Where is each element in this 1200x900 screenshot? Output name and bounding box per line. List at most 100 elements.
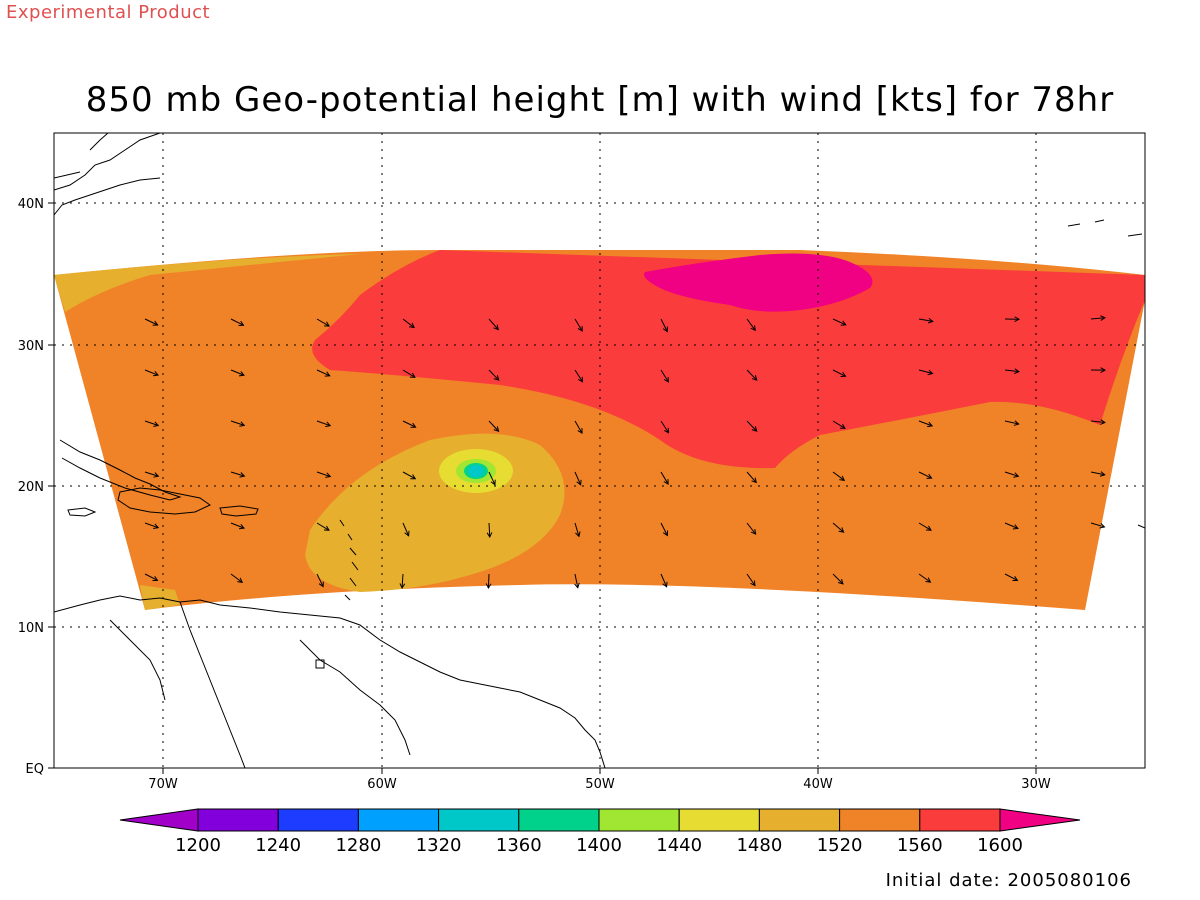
wind-arrow [1090,317,1105,320]
wind-arrow-head [493,324,499,331]
contour-band-1480-nw [54,254,360,312]
colorbar: 1200 1240 1280 1320 1360 1400 1440 1480 1520 1560… [119,808,1081,856]
coastline-hispaniola [117,487,211,515]
wind-arrow [402,522,410,537]
wind-arrow-head [404,530,410,537]
colorbar-level-label: 1440 [656,835,702,856]
wind-arrow [1004,471,1019,477]
wind-arrow [1004,420,1019,425]
coastline-puerto-rico [219,505,259,517]
wind-arrow-head [323,525,330,531]
wind-arrow [230,369,245,376]
map-title: 850 mb Geo-potential height [m] with win… [85,80,1115,120]
lat-label-40n: 40N [18,197,44,212]
wind-arrow [1004,573,1018,581]
wind-arrow-head [577,428,583,434]
colorbar-level-label: 1400 [576,835,622,856]
wind-arrow-head [840,320,847,326]
wind-arrow-head [663,479,669,485]
wind-arrow-head [324,321,330,327]
wind-arrow-head [577,376,584,383]
wind-arrow [746,573,756,586]
wind-arrow [746,522,757,535]
wind-arrow-head [750,529,757,535]
wind-arrow [918,522,932,531]
lon-label-50w: 50W [585,777,615,792]
wind-arrow-head [239,523,245,530]
wind-arrow-head [750,580,756,587]
wind-arrow [402,369,416,378]
wind-arrow-head [576,479,582,486]
lon-label-70w: 70W [148,777,178,792]
wind-arrow-head [318,581,324,588]
wind-arrow [401,573,404,589]
wind-arrow [918,573,931,583]
wind-arrow [402,420,416,428]
experimental-product-label: Experimental Product [6,2,211,23]
wind-arrow-head [839,423,846,429]
wind-arrow [144,471,159,477]
wind-arrow-head [1099,471,1106,477]
coastline-north-america [54,133,161,216]
wind-arrow-head [751,426,758,432]
wind-arrow [316,318,330,327]
wind-arrow [660,522,668,536]
colorbar-swatch [438,808,520,832]
wind-arrow-head [663,427,670,434]
wind-arrow [574,369,583,383]
colorbar-swatch [197,808,279,832]
wind-arrow-head [325,421,332,427]
wind-arrow-head [750,325,756,332]
wind-arrow-head [152,320,159,326]
wind-arrow [144,369,159,376]
wind-arrow-head [493,426,500,432]
wind-arrow-head [1014,368,1020,374]
wind-arrow-head [152,370,159,377]
wind-arrow-head [925,525,932,531]
wind-arrow-head [1012,576,1019,582]
wind-arrow [574,522,580,537]
contour-band-1320 [468,465,484,477]
wind-arrow-head [1012,524,1019,530]
colorbar-swatch [919,808,1001,832]
lon-label-30w: 30W [1021,777,1051,792]
lat-label-10n: 10N [18,621,44,636]
wind-arrow [144,420,159,426]
colorbar-arrow-right [999,808,1081,832]
wind-arrow-head [409,372,416,378]
coastlines [54,133,1145,768]
latlon-grid [54,133,1145,768]
wind-arrow [488,369,500,381]
wind-arrow-head [927,369,934,376]
wind-arrow-head [1100,315,1106,321]
wind-arrow [230,420,245,426]
wind-arrow [660,369,669,383]
wind-arrow-head [1013,420,1020,426]
lat-label-eq: EQ [26,762,44,777]
wind-arrow-head [399,583,406,590]
wind-arrow-head [486,532,493,539]
wind-arrow-head [839,475,846,481]
wind-arrow [832,573,844,585]
wind-arrow-head [152,575,159,582]
wind-arrow [144,522,159,529]
wind-arrow-head [238,320,245,326]
wind-arrow [488,420,499,432]
wind-arrow [918,318,933,322]
wind-arrow-head [1100,367,1107,373]
wind-arrow-head [662,581,668,588]
wind-arrow [488,471,496,485]
wind-arrow [144,573,158,581]
wind-arrow [660,471,669,485]
coastline-cuba [59,439,182,501]
coastline-azores [1067,219,1143,237]
wind-arrow-head [840,371,847,377]
colorbar-swatch [598,808,680,832]
lat-label-30n: 30N [18,339,44,354]
colorbar-swatch [839,808,921,832]
wind-arrow-head [575,531,581,538]
wind-arrow-head [925,577,932,583]
lat-label-20n: 20N [18,480,44,495]
wind-arrow [1004,522,1019,529]
wind-arrow-head [153,421,160,427]
